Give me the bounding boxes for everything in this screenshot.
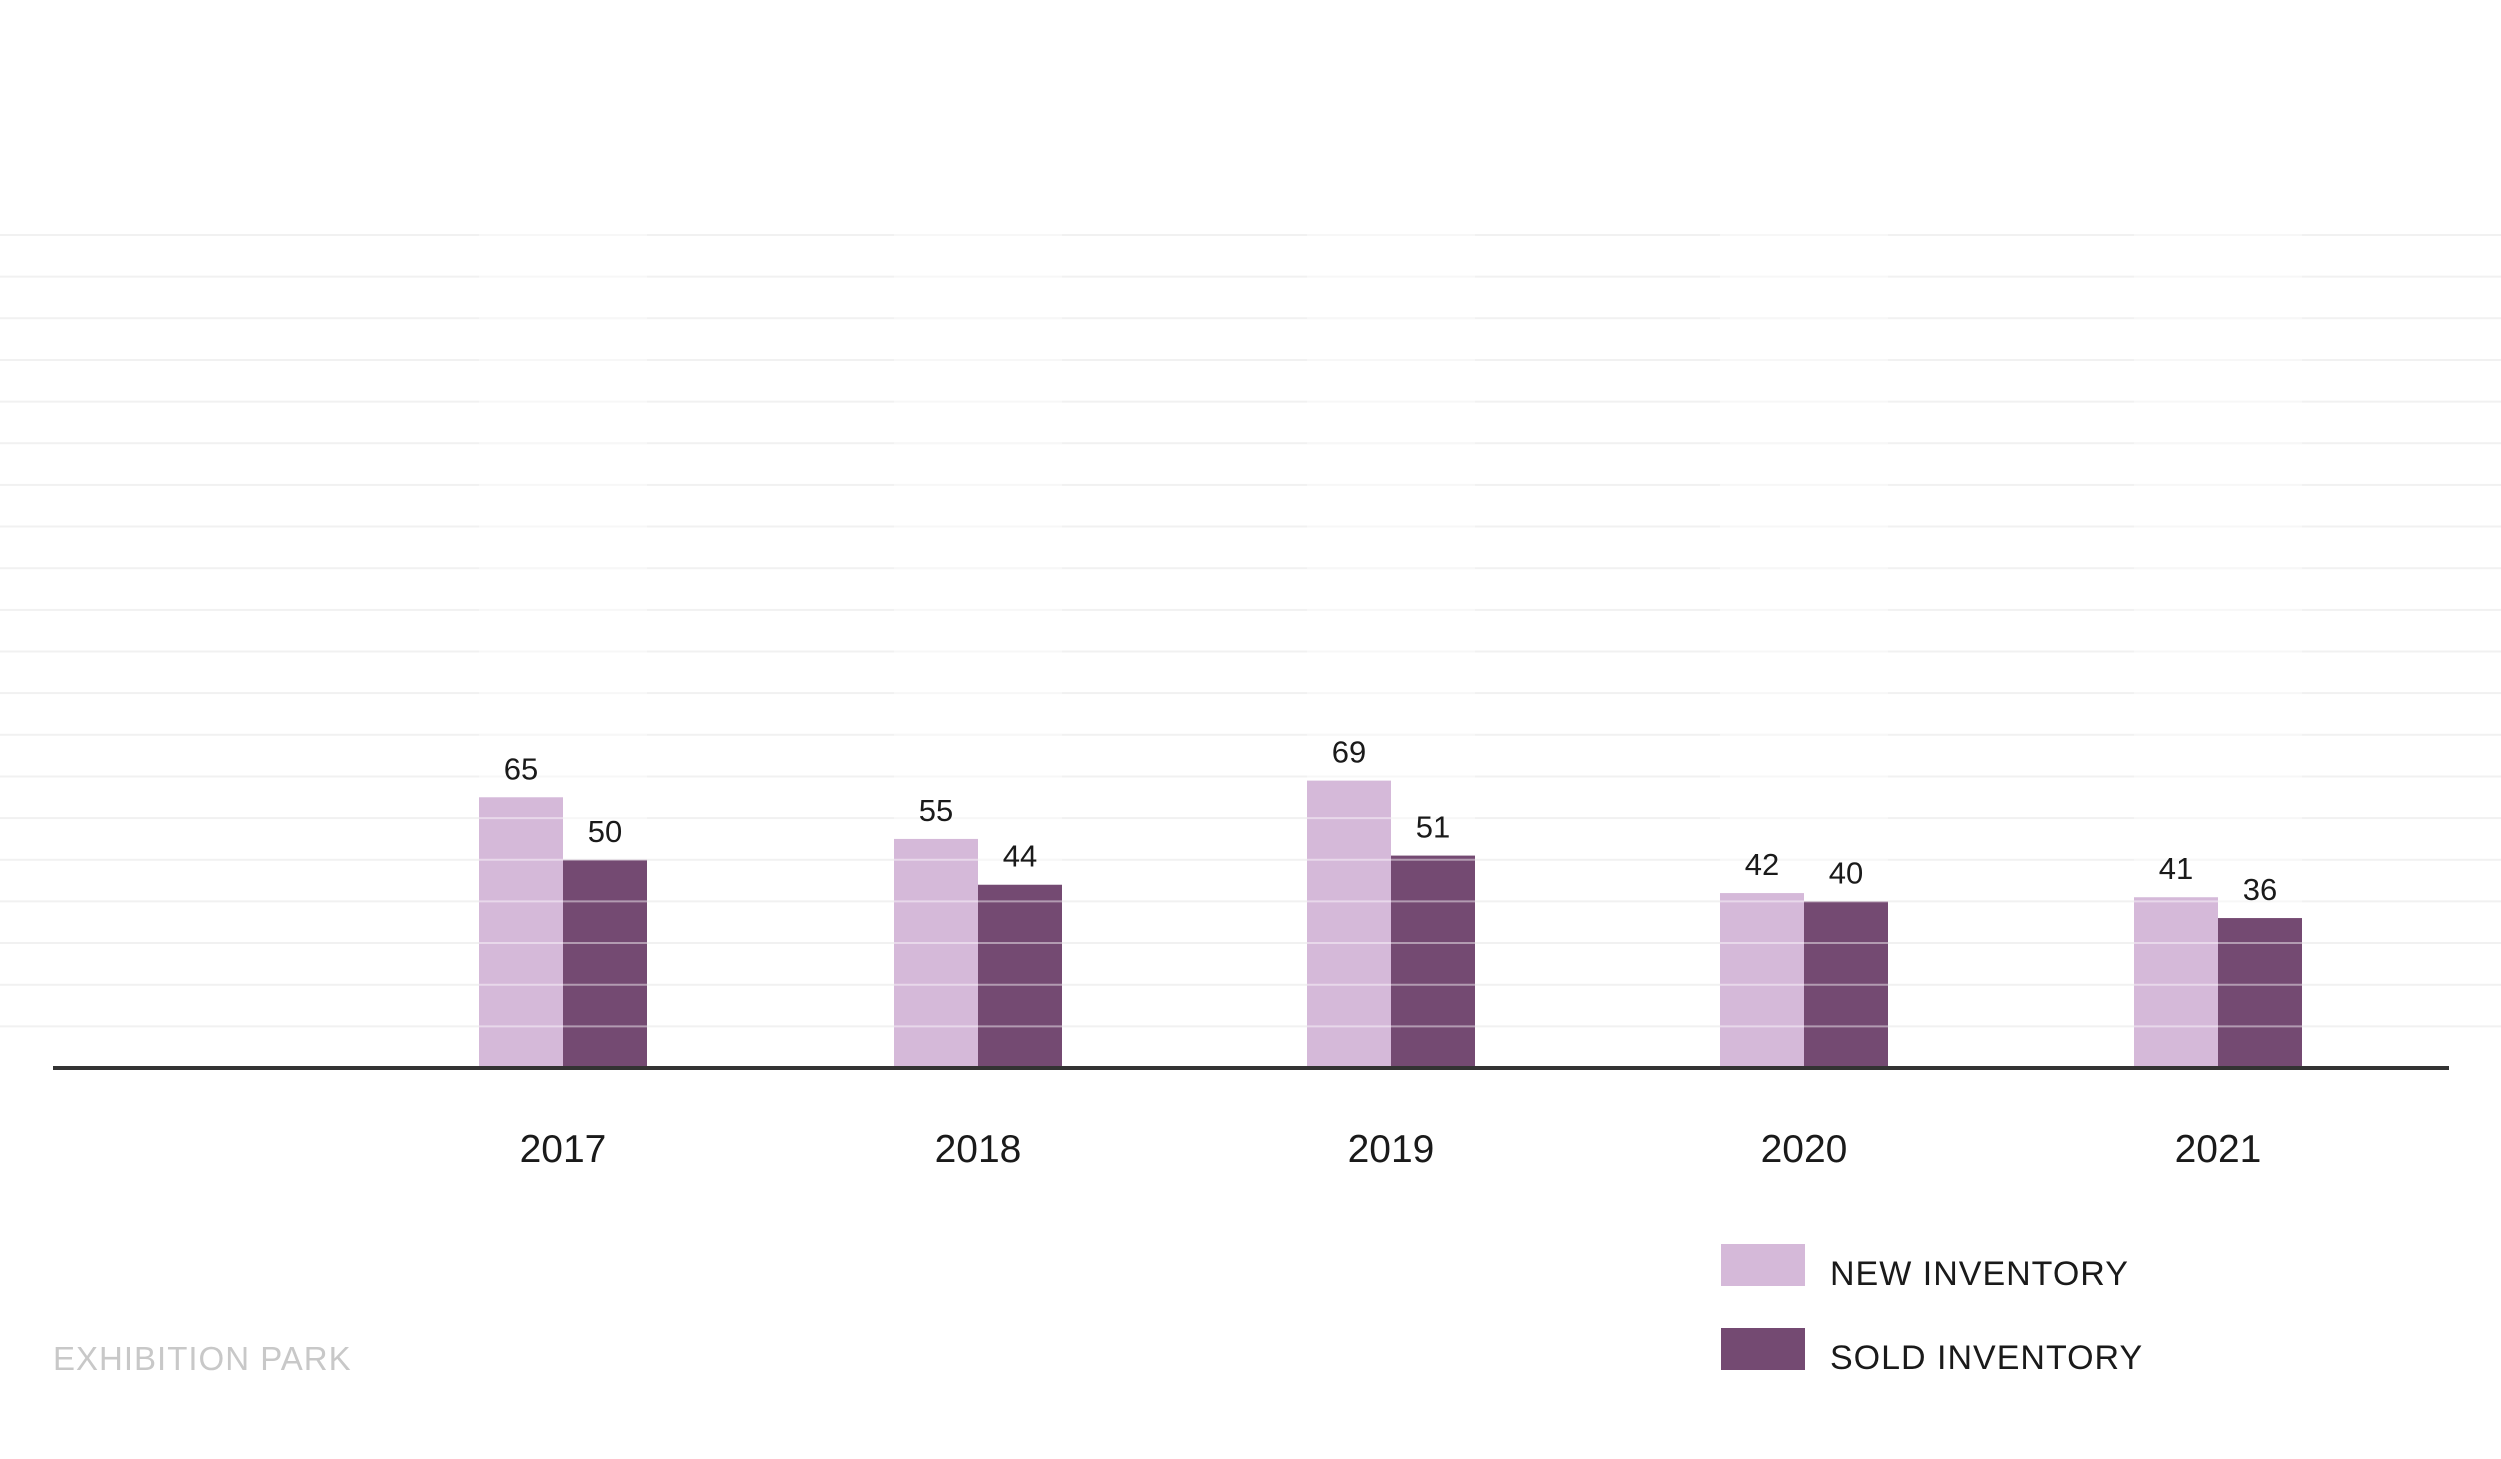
bars (479, 780, 2302, 1068)
bar-sold-2017 (563, 859, 647, 1068)
bar-new-2020 (1720, 893, 1804, 1068)
bar-new-2019 (1307, 780, 1391, 1068)
tick-label-2019: 2019 (1348, 1128, 1435, 1171)
gridlines (0, 234, 2501, 1028)
tick-label-2018: 2018 (935, 1128, 1022, 1171)
bar-grid-overlay (479, 234, 2302, 1028)
data-label-sold-2018: 44 (1003, 839, 1037, 874)
legend-label-new: NEW INVENTORY (1830, 1255, 2129, 1293)
legend-swatch-new (1721, 1244, 1805, 1286)
bar-sold-2020 (1804, 901, 1888, 1068)
data-label-new-2021: 41 (2159, 851, 2193, 886)
bar-sold-2019 (1391, 855, 1475, 1068)
data-label-sold-2017: 50 (588, 814, 622, 849)
tick-label-2017: 2017 (520, 1128, 607, 1171)
data-label-new-2017: 65 (504, 751, 538, 786)
data-label-sold-2020: 40 (1829, 855, 1863, 890)
bar-new-2017 (479, 797, 563, 1068)
tick-label-2020: 2020 (1761, 1128, 1848, 1171)
bar-sold-2021 (2218, 918, 2302, 1068)
data-label-new-2018: 55 (919, 793, 953, 828)
bar-sold-2018 (978, 884, 1062, 1068)
data-label-new-2020: 42 (1745, 847, 1779, 882)
x-axis-tick-labels: 2017 2018 2019 2020 2021 (520, 1128, 2262, 1171)
data-label-new-2019: 69 (1332, 735, 1366, 770)
legend: NEW INVENTORY SOLD INVENTORY (1721, 1244, 2143, 1377)
data-label-sold-2021: 36 (2243, 872, 2277, 907)
footer-label: EXHIBITION PARK (53, 1340, 352, 1377)
bar-new-2018 (894, 838, 978, 1068)
bar-new-2021 (2134, 897, 2218, 1068)
tick-label-2021: 2021 (2175, 1128, 2262, 1171)
data-label-sold-2019: 51 (1416, 810, 1450, 845)
legend-label-sold: SOLD INVENTORY (1830, 1339, 2143, 1377)
legend-swatch-sold (1721, 1328, 1805, 1370)
value-labels: 65 50 55 44 69 51 42 40 41 36 (504, 735, 2277, 907)
